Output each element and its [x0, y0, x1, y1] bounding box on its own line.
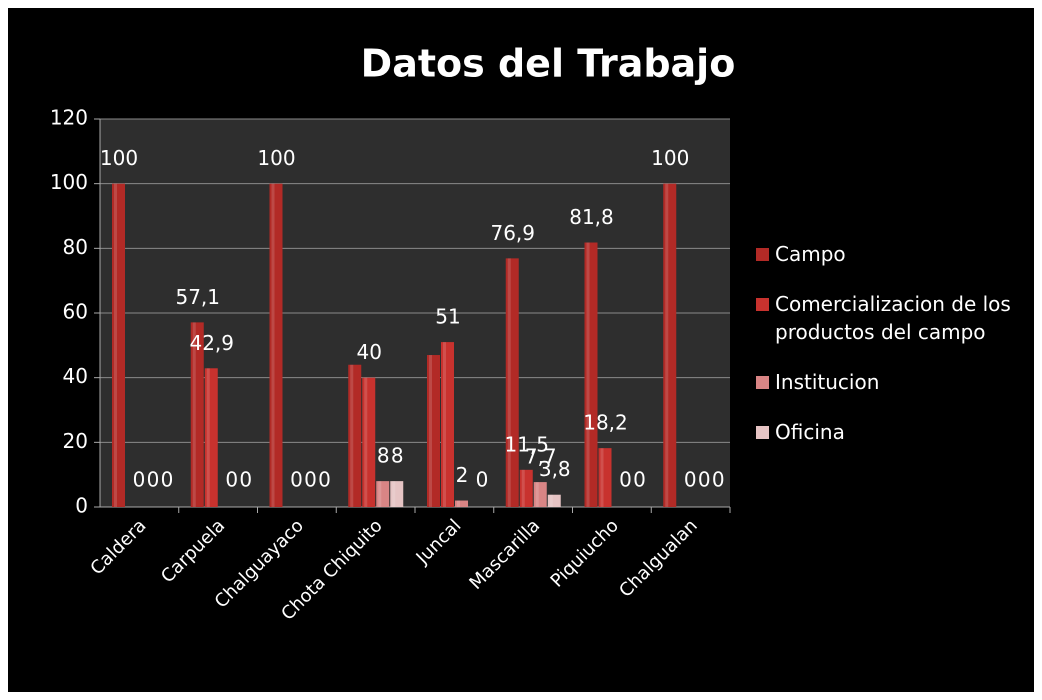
- bar-shine: [192, 322, 196, 507]
- bar: [547, 494, 561, 507]
- bar-shine: [364, 377, 368, 507]
- data-label: 100: [257, 146, 295, 170]
- bar-shine: [457, 500, 460, 507]
- data-label: 11,5: [504, 432, 549, 456]
- y-tick-label: 20: [63, 429, 88, 453]
- data-label: 0: [147, 468, 160, 492]
- bar: [584, 242, 598, 507]
- bar-shine: [206, 368, 210, 507]
- bar: [441, 342, 454, 507]
- legend-item: Oficina: [756, 418, 1036, 446]
- bar: [112, 183, 125, 507]
- data-label: 0: [712, 468, 725, 492]
- bar: [533, 482, 547, 507]
- data-label: 0: [290, 468, 303, 492]
- legend-swatch: [756, 248, 769, 261]
- bar: [348, 364, 362, 507]
- y-tick-label: 80: [63, 235, 88, 259]
- data-label: 40: [357, 340, 382, 364]
- y-tick-label: 120: [50, 106, 88, 130]
- legend-label: Oficina: [775, 420, 845, 444]
- y-tick-label: 0: [75, 494, 88, 518]
- legend-swatch: [756, 298, 769, 311]
- bar-shine: [600, 448, 604, 507]
- legend-swatch: [756, 426, 769, 439]
- data-label: 8: [391, 444, 404, 468]
- bar: [204, 368, 218, 507]
- bar: [376, 481, 390, 507]
- legend-label: Comercializacion de los productos del ca…: [775, 292, 1011, 344]
- bar-shine: [271, 183, 275, 507]
- data-label: 8: [377, 444, 390, 468]
- bar: [427, 355, 440, 507]
- y-tick-label: 60: [63, 300, 88, 324]
- bar-shine: [586, 242, 590, 507]
- data-label: 100: [651, 146, 689, 170]
- data-label: 0: [698, 468, 711, 492]
- data-label: 0: [304, 468, 317, 492]
- bar: [455, 500, 468, 507]
- data-label: 51: [435, 305, 460, 329]
- data-label: 0: [476, 468, 489, 492]
- data-label: 0: [239, 468, 252, 492]
- data-label: 0: [225, 468, 238, 492]
- bar-shine: [521, 469, 525, 507]
- data-label: 7,7: [525, 445, 557, 469]
- bar-shine: [392, 481, 396, 507]
- data-label: 100: [100, 146, 138, 170]
- bar-shine: [665, 183, 669, 507]
- chart-title: Datos del Trabajo: [361, 42, 736, 86]
- data-label: 0: [133, 468, 146, 492]
- legend-item: Campo: [756, 240, 1036, 268]
- bar: [362, 377, 376, 507]
- data-label: 0: [633, 468, 646, 492]
- bar: [663, 183, 677, 507]
- data-label: 0: [318, 468, 331, 492]
- bar: [190, 322, 204, 507]
- legend: Campo Comercializacion de los productos d…: [756, 240, 1036, 468]
- data-label: 18,2: [583, 411, 628, 435]
- bar-shine: [378, 481, 382, 507]
- data-label: 76,9: [490, 221, 535, 245]
- bar: [519, 469, 533, 507]
- bar-shine: [350, 364, 354, 507]
- data-label: 3,8: [539, 457, 571, 481]
- bar: [390, 481, 404, 507]
- bar-shine: [114, 183, 117, 507]
- data-label: 81,8: [569, 205, 614, 229]
- y-tick-label: 100: [50, 170, 88, 194]
- bar: [598, 448, 612, 507]
- bar: [269, 183, 283, 507]
- data-label: 57,1: [175, 285, 220, 309]
- data-label: 0: [161, 468, 174, 492]
- legend-label: Institucion: [775, 370, 880, 394]
- bar-shine: [443, 342, 446, 507]
- y-tick-label: 40: [63, 364, 88, 388]
- data-label: 2: [456, 463, 469, 487]
- data-label: 0: [619, 468, 632, 492]
- data-label: 42,9: [189, 331, 234, 355]
- bar: [505, 258, 519, 507]
- bar-shine: [535, 482, 539, 507]
- legend-item: Comercializacion de los productos del ca…: [756, 290, 1036, 346]
- legend-item: Institucion: [756, 368, 1036, 396]
- legend-label: Campo: [775, 242, 846, 266]
- bar-shine: [507, 258, 511, 507]
- bar-shine: [549, 494, 553, 507]
- bar-shine: [429, 355, 432, 507]
- data-label: 0: [684, 468, 697, 492]
- legend-swatch: [756, 376, 769, 389]
